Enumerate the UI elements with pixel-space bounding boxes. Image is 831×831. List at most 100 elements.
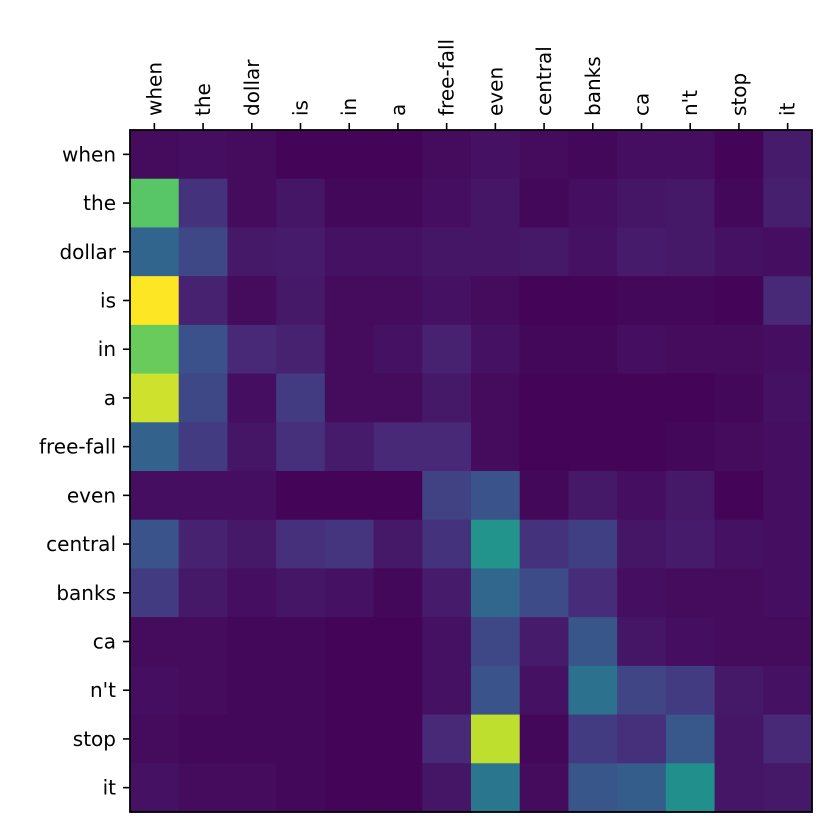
heatmap-cell xyxy=(130,568,180,618)
x-tick-label: central xyxy=(532,46,556,116)
heatmap-cell xyxy=(324,373,375,423)
heatmap-cell xyxy=(617,227,667,277)
heatmap-cell xyxy=(519,763,570,813)
heatmap-cell xyxy=(422,763,472,813)
x-tick-label: when xyxy=(142,62,166,116)
heatmap-cell xyxy=(568,471,618,521)
heatmap-cell xyxy=(763,422,813,472)
plot-frame xyxy=(129,129,813,813)
heatmap-cell xyxy=(422,665,472,716)
heatmap-cell xyxy=(422,373,472,423)
heatmap-cell xyxy=(178,617,229,667)
heatmap-cell xyxy=(568,227,618,277)
heatmap-cell xyxy=(471,763,521,813)
heatmap-cell xyxy=(276,227,326,277)
heatmap-cell xyxy=(617,324,667,375)
heatmap-cell xyxy=(130,373,180,423)
heatmap-cell xyxy=(373,665,423,716)
heatmap-cell xyxy=(422,519,472,570)
y-axis-left: when the dollar is in a free-fall even central ba… xyxy=(39,142,130,800)
heatmap-cell xyxy=(665,568,716,618)
heatmap-cell xyxy=(714,714,764,764)
heatmap-cell xyxy=(373,519,423,570)
heatmap-cell xyxy=(714,422,764,472)
heatmap-cell xyxy=(227,568,277,618)
heatmap-cell xyxy=(617,130,667,180)
y-tick-label: free-fall xyxy=(39,435,116,459)
heatmap-cell xyxy=(665,178,716,229)
heatmap-cell xyxy=(373,568,423,618)
heatmap-cell xyxy=(373,130,423,180)
x-tick-label: banks xyxy=(581,56,605,116)
y-tick-label: even xyxy=(67,483,116,507)
heatmap-cell xyxy=(665,373,716,423)
heatmap-cell xyxy=(178,373,229,423)
heatmap-cell xyxy=(519,471,570,521)
heatmap-cell xyxy=(763,276,813,326)
heatmap-cell xyxy=(130,714,180,764)
heatmap-cell xyxy=(373,227,423,277)
heatmap-cell xyxy=(178,130,229,180)
heatmap-cell xyxy=(471,373,521,423)
heatmap-cell xyxy=(227,373,277,423)
heatmap-cell xyxy=(763,373,813,423)
heatmap-cell xyxy=(763,178,813,229)
heatmap-cell xyxy=(763,227,813,277)
y-tick-label: ca xyxy=(93,630,116,654)
heatmap-cell xyxy=(178,519,229,570)
y-tick-label: a xyxy=(104,386,116,410)
heatmap-cell xyxy=(471,227,521,277)
heatmap-cell xyxy=(422,178,472,229)
heatmap-cell xyxy=(471,178,521,229)
heatmap-cell xyxy=(373,373,423,423)
y-tick-label: dollar xyxy=(59,240,116,264)
heatmap-cell xyxy=(617,276,667,326)
heatmap-cell xyxy=(519,519,570,570)
heatmap-cell xyxy=(714,178,764,229)
heatmap-cell xyxy=(665,471,716,521)
heatmap-cell xyxy=(714,324,764,375)
y-tick-label: in xyxy=(98,337,116,361)
heatmap-cell xyxy=(178,665,229,716)
heatmap-cell xyxy=(763,519,813,570)
heatmap-cell xyxy=(227,714,277,764)
heatmap-cell xyxy=(324,714,375,764)
heatmap-cell xyxy=(519,373,570,423)
heatmap-cell xyxy=(519,568,570,618)
heatmap-cell xyxy=(227,227,277,277)
heatmap-cell xyxy=(617,471,667,521)
heatmap-cell xyxy=(471,130,521,180)
heatmap-cell xyxy=(519,276,570,326)
heatmap-cell xyxy=(324,617,375,667)
heatmap-cell xyxy=(373,324,423,375)
heatmap-cell xyxy=(178,568,229,618)
heatmap-cell xyxy=(422,324,472,375)
heatmap-cell xyxy=(519,178,570,229)
heatmap-cell xyxy=(276,422,326,472)
heatmap-cell xyxy=(130,519,180,570)
heatmap-cell xyxy=(373,617,423,667)
heatmap-cell xyxy=(617,665,667,716)
heatmap-cell xyxy=(714,373,764,423)
heatmap-cell xyxy=(324,519,375,570)
x-tick-label: the xyxy=(191,83,215,116)
heatmap-cell xyxy=(519,422,570,472)
heatmap-cell xyxy=(714,130,764,180)
heatmap-cell xyxy=(471,471,521,521)
heatmap-cell xyxy=(130,276,180,326)
x-tick-label: stop xyxy=(727,73,751,116)
heatmap-cell xyxy=(178,714,229,764)
y-tick-label: is xyxy=(100,289,116,313)
heatmap-cell xyxy=(714,568,764,618)
heatmap-cell xyxy=(373,422,423,472)
heatmap-cell xyxy=(422,422,472,472)
heatmap-cell xyxy=(324,763,375,813)
heatmap-cell xyxy=(373,714,423,764)
heatmap-cell xyxy=(227,130,277,180)
heatmap-cell xyxy=(714,617,764,667)
heatmap-cell xyxy=(617,373,667,423)
heatmap-cell xyxy=(130,227,180,277)
heatmap-cell xyxy=(471,276,521,326)
heatmap-cell xyxy=(519,665,570,716)
